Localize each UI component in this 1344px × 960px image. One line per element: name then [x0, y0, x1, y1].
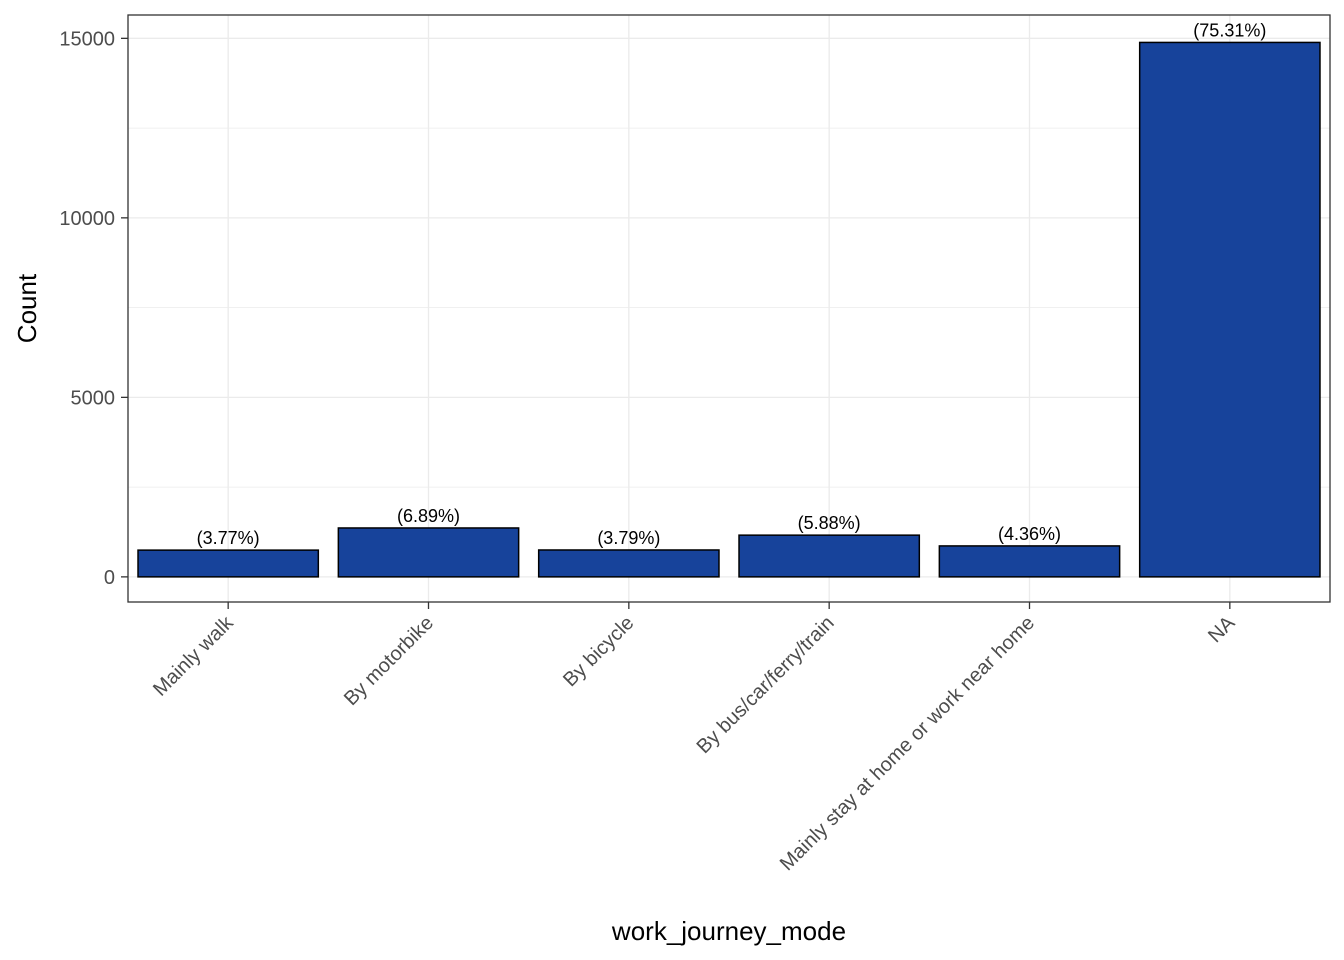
bar: [337, 527, 520, 578]
bar: [537, 549, 720, 578]
bar-value-labels: (3.77%) (6.89%) (3.79%) (5.88%) (4.36%) (75.3…: [197, 20, 1267, 548]
y-tick-label: 15000: [59, 28, 115, 50]
bar: [137, 549, 320, 578]
bar: [1138, 41, 1321, 578]
x-tick-label: NA: [1204, 612, 1240, 648]
bar-value-label: (5.88%): [798, 513, 861, 533]
y-tick-label: 0: [104, 567, 115, 589]
bar-value-label: (4.36%): [998, 524, 1061, 544]
x-tick-label: Mainly walk: [149, 611, 238, 700]
y-axis-title: Count: [12, 273, 42, 343]
x-axis: Mainly walk By motorbike By bicycle By bus/…: [149, 602, 1240, 875]
bars: [137, 41, 1321, 578]
panel-border: [127, 14, 1331, 603]
x-tick-label: Mainly stay at home or work near home: [776, 612, 1039, 875]
bar: [938, 545, 1121, 578]
bar-value-label: (75.31%): [1193, 20, 1266, 40]
y-axis: 0 5000 10000 15000: [59, 28, 128, 589]
x-tick-label: By motorbike: [340, 612, 438, 710]
bar-value-label: (3.77%): [197, 528, 260, 548]
y-tick-label: 5000: [71, 387, 116, 409]
y-tick-label: 10000: [59, 208, 115, 230]
x-tick-label: By bus/car/ferry/train: [693, 612, 839, 758]
x-tick-label: By bicycle: [559, 612, 638, 691]
x-axis-title: work_journey_mode: [611, 916, 846, 946]
bar: [738, 534, 921, 578]
bar-value-label: (6.89%): [397, 506, 460, 526]
bar-value-label: (3.79%): [597, 528, 660, 548]
